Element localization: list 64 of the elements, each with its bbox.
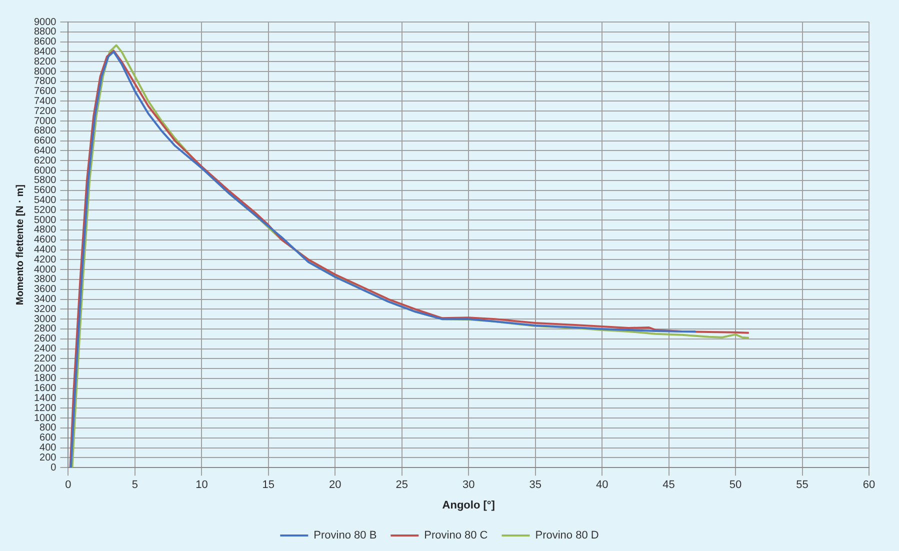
y-tick-label: 5000 <box>34 214 57 226</box>
y-tick-label: 4800 <box>34 224 57 236</box>
y-tick-label: 600 <box>40 432 57 444</box>
y-tick-label: 3400 <box>34 294 57 306</box>
x-tick-label: 60 <box>862 479 876 492</box>
y-tick-label: 7600 <box>34 86 57 98</box>
legend-label: Provino 80 D <box>535 530 599 542</box>
y-tick-label: 6200 <box>34 155 57 166</box>
y-tick-label: 6000 <box>34 165 57 176</box>
y-tick-label: 6400 <box>34 145 57 156</box>
y-tick-label: 1000 <box>34 412 57 424</box>
x-axis-title: Angolo [°] <box>442 499 496 512</box>
y-tick-label: 3600 <box>34 284 57 296</box>
y-tick-label: 8000 <box>34 66 57 78</box>
y-tick-label: 9000 <box>34 16 57 28</box>
x-tick-label: 20 <box>329 479 342 492</box>
y-tick-label: 400 <box>40 442 57 454</box>
y-tick-label: 7200 <box>34 106 57 117</box>
x-tick-label: 10 <box>196 479 208 492</box>
y-tick-label: 6800 <box>34 126 57 137</box>
x-tick-label: 50 <box>729 479 742 492</box>
y-tick-label: 1800 <box>34 373 57 384</box>
y-tick-label: 8600 <box>34 36 57 48</box>
x-tick-label: 35 <box>529 479 542 492</box>
x-tick-label: 55 <box>796 479 808 492</box>
y-tick-label: 4600 <box>34 234 57 246</box>
y-tick-label: 7400 <box>34 96 57 107</box>
y-tick-label: 800 <box>40 422 57 434</box>
y-tick-label: 4200 <box>34 254 57 266</box>
x-tick-label: 5 <box>132 479 138 492</box>
x-tick-label: 30 <box>462 479 475 492</box>
y-tick-label: 200 <box>40 452 57 464</box>
y-axis-title: Momento flettente [N · m] <box>14 184 26 306</box>
y-tick-label: 8200 <box>34 56 57 68</box>
y-tick-label: 5800 <box>34 175 57 186</box>
y-tick-label: 1600 <box>34 383 57 394</box>
y-tick-label: 2800 <box>34 324 57 335</box>
y-tick-label: 3200 <box>34 304 57 315</box>
x-tick-label: 0 <box>65 479 72 492</box>
y-tick-label: 2000 <box>34 363 57 374</box>
x-tick-label: 40 <box>596 479 608 492</box>
x-tick-label: 45 <box>662 479 675 492</box>
x-tick-label: 25 <box>396 479 408 492</box>
y-tick-label: 3000 <box>34 314 57 325</box>
y-tick-label: 0 <box>50 462 57 474</box>
y-tick-label: 2200 <box>34 353 57 364</box>
y-tick-label: 7000 <box>34 116 57 127</box>
y-tick-label: 1200 <box>34 402 57 414</box>
y-tick-label: 4400 <box>34 244 57 256</box>
y-tick-label: 2600 <box>34 334 57 345</box>
y-tick-label: 2400 <box>34 344 57 355</box>
x-tick-label: 15 <box>262 479 275 492</box>
y-tick-label: 8400 <box>34 46 57 58</box>
y-tick-label: 4000 <box>34 264 57 276</box>
y-tick-label: 6600 <box>34 136 57 147</box>
legend-label: Provino 80 C <box>424 530 488 542</box>
y-tick-label: 7800 <box>34 76 57 88</box>
y-tick-label: 3800 <box>34 274 57 286</box>
y-tick-label: 5600 <box>34 185 57 196</box>
y-tick-label: 5400 <box>34 194 57 206</box>
legend-label: Provino 80 B <box>314 530 377 542</box>
y-tick-label: 5200 <box>34 204 57 216</box>
y-tick-label: 8800 <box>34 26 57 38</box>
y-tick-label: 1400 <box>34 393 57 404</box>
